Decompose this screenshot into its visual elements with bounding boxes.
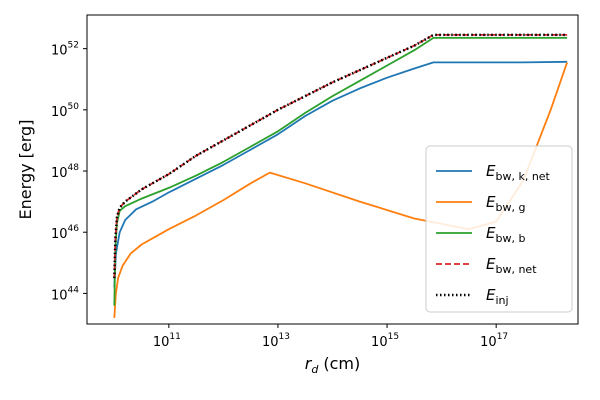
y-tick-exp: 52	[68, 41, 79, 51]
x-axis-title-sub: d	[311, 363, 319, 376]
legend-box	[425, 145, 573, 313]
x-axis-title: rd (cm)	[305, 354, 361, 376]
y-tick-exp: 48	[68, 163, 80, 173]
series-line-4	[113, 33, 568, 279]
x-axis-title-unit: (cm)	[318, 354, 360, 373]
series-line-2	[113, 37, 568, 306]
y-tick-base: 10	[51, 227, 68, 242]
y-axis-title: Energy [erg]	[16, 120, 35, 220]
x-tick-base: 10	[371, 335, 388, 350]
y-tick-base: 10	[51, 166, 68, 181]
legend-label-sub: bw, net	[495, 263, 537, 276]
legend-label-main: E	[486, 286, 496, 304]
legend-label-3: Ebw, net	[486, 255, 537, 276]
x-tick-exp: 17	[497, 332, 508, 342]
y-tick-base: 10	[51, 105, 68, 120]
y-tick-label: 1046	[51, 224, 79, 242]
legend-label-1: Ebw, g	[486, 193, 525, 214]
y-tick-exp: 46	[68, 224, 80, 234]
y-tick-label: 1044	[51, 285, 79, 303]
x-tick-base: 10	[262, 335, 279, 350]
x-tick-exp: 11	[169, 332, 180, 342]
plot-frame	[86, 14, 579, 325]
legend-label-sub: bw, k, net	[495, 170, 550, 183]
y-tick-exp: 44	[68, 285, 80, 295]
x-tick-label: 1013	[262, 332, 290, 350]
y-tick-label: 1048	[51, 163, 79, 181]
legend-label-sub: inj	[495, 294, 508, 307]
y-tick-exp: 50	[68, 102, 80, 112]
legend-label-main: E	[486, 255, 496, 273]
legend-label-2: Ebw, b	[486, 224, 525, 245]
x-tick-exp: 13	[278, 332, 289, 342]
legend-label-main: E	[486, 224, 496, 242]
x-tick-label: 1017	[480, 332, 508, 350]
legend-label-sub: bw, g	[495, 201, 525, 214]
y-tick-label: 1052	[51, 41, 79, 59]
y-tick-base: 10	[51, 288, 68, 303]
x-tick-label: 1015	[371, 332, 399, 350]
y-tick-base: 10	[51, 44, 68, 59]
legend-label-4: Einj	[486, 286, 509, 307]
legend-label-0: Ebw, k, net	[486, 162, 551, 183]
x-tick-base: 10	[480, 335, 497, 350]
x-tick-exp: 15	[388, 332, 399, 342]
legend-label-main: E	[486, 162, 496, 180]
x-tick-label: 1011	[153, 332, 181, 350]
legend-label-sub: bw, b	[495, 232, 525, 245]
series-line-0	[113, 60, 568, 288]
x-tick-base: 10	[153, 335, 170, 350]
y-tick-label: 1050	[51, 102, 79, 120]
legend-label-main: E	[486, 193, 496, 211]
x-axis-title-main: r	[305, 354, 313, 373]
